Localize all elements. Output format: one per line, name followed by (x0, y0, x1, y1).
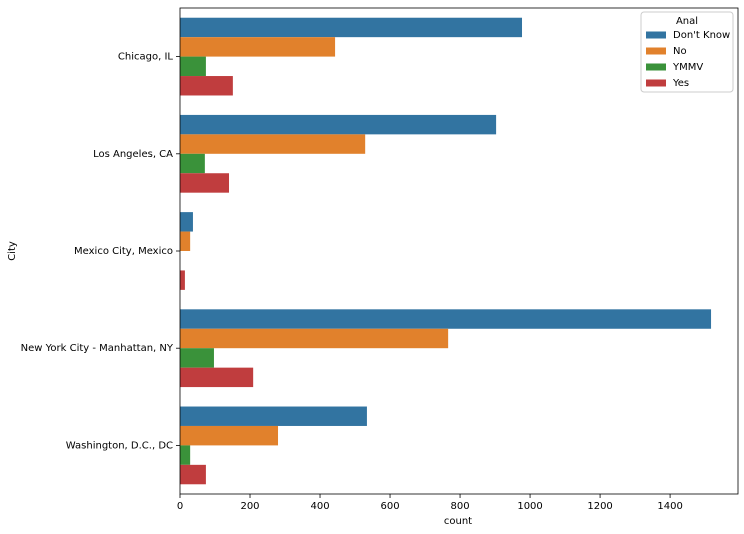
bar (180, 309, 712, 329)
x-tick-label: 0 (177, 501, 183, 512)
y-tick-label: Chicago, IL (118, 52, 173, 63)
legend-swatch (646, 63, 666, 71)
y-tick-label: Mexico City, Mexico (74, 246, 173, 257)
x-tick-label: 1000 (517, 501, 542, 512)
x-tick-label: 800 (451, 501, 470, 512)
legend-label: YMMV (672, 62, 703, 73)
bar (180, 406, 367, 426)
x-axis-label: count (444, 516, 472, 527)
x-tick-label: 200 (240, 501, 259, 512)
bar (180, 445, 191, 465)
y-tick-label: Washington, D.C., DC (66, 440, 173, 451)
bar (180, 425, 279, 446)
legend-label: Don't Know (673, 30, 730, 41)
x-tick-label: 600 (380, 501, 399, 512)
x-tick-label: 1200 (587, 501, 612, 512)
legend-swatch (646, 79, 666, 87)
y-axis-label: City (7, 241, 18, 261)
legend-swatch (646, 31, 666, 39)
bar (180, 114, 497, 135)
y-tick-label: Los Angeles, CA (93, 149, 173, 160)
bar (180, 173, 230, 193)
bar (180, 76, 233, 96)
x-tick-label: 400 (310, 501, 329, 512)
bar (180, 348, 214, 368)
bar (180, 270, 185, 290)
y-tick-label: New York City - Manhattan, NY (21, 343, 174, 354)
bar (180, 212, 193, 232)
axes-frame (179, 7, 739, 495)
x-tick-label: 1400 (657, 501, 682, 512)
bar (180, 37, 336, 57)
legend-swatch (646, 47, 666, 55)
bar (180, 56, 206, 77)
legend-title: Anal (676, 16, 698, 27)
bar (180, 153, 205, 174)
bar (180, 328, 449, 349)
bar (180, 231, 191, 251)
legend-label: Yes (672, 78, 689, 89)
bar (180, 134, 366, 154)
legend-label: No (673, 46, 687, 57)
bar (180, 17, 523, 38)
bar (180, 464, 206, 485)
bar (180, 367, 254, 388)
